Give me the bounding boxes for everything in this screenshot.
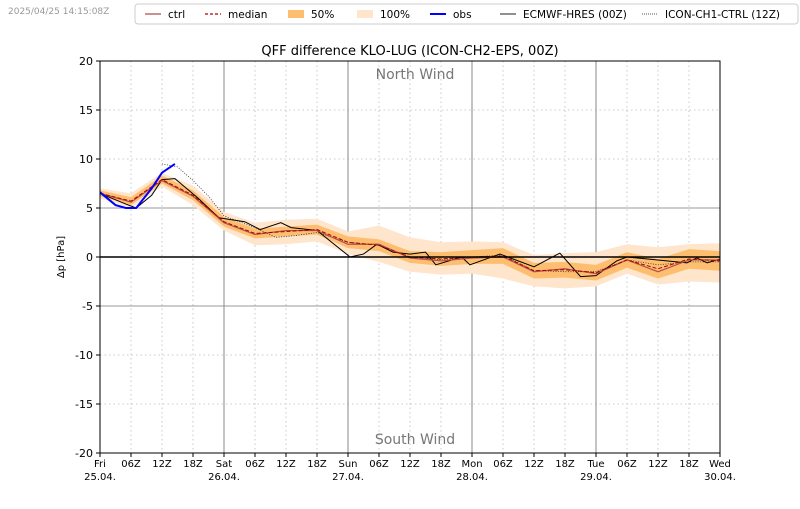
series-ctrl [99,179,720,275]
legend-label-ch1: ICON-CH1-CTRL (12Z) [665,9,780,21]
x-day-label: Mon [461,459,482,470]
y-tick-label: -10 [75,349,93,362]
y-axis-label: Δp [hPa] [56,236,67,278]
x-date-label: 26.04. [208,472,240,483]
x-hour-label: 06Z [369,459,389,470]
x-date-label: 30.04. [704,472,736,483]
y-tick-label: 15 [79,104,93,117]
x-date-label: 27.04. [332,472,364,483]
x-hour-label: 18Z [431,459,451,470]
x-hour-label: 12Z [152,459,172,470]
x-hour-label: 06Z [121,459,141,470]
x-day-label: Fri [94,459,106,470]
band-50pct [100,175,720,281]
x-hour-label: 06Z [245,459,265,470]
legend-swatch-p100 [357,10,373,18]
y-tick-label: 5 [86,202,93,215]
y-tick-label: 20 [79,55,93,68]
x-date-label: 25.04. [84,472,116,483]
x-hour-label: 06Z [493,459,513,470]
x-day-label: Wed [709,459,731,470]
legend-label-ecmwf: ECMWF-HRES (00Z) [523,9,627,21]
x-day-label: Tue [586,459,604,470]
x-hour-label: 18Z [679,459,699,470]
x-hour-label: 12Z [400,459,420,470]
legend-label-p50: 50% [311,9,334,21]
legend: ctrl median 50% 100% obs ECMWF-HRES (00Z) ICON… [134,3,799,25]
x-hour-label: 18Z [555,459,575,470]
x-hour-label: 18Z [307,459,327,470]
legend-swatch-p50 [288,10,304,18]
y-tick-label: -5 [82,300,93,313]
legend-label-obs: obs [453,9,472,21]
legend-label-ctrl: ctrl [168,9,185,21]
y-tick-label: -20 [75,447,93,460]
x-hour-label: 12Z [648,459,668,470]
plot-frame [99,60,721,454]
series-obs [99,163,176,209]
x-hour-label: 12Z [276,459,296,470]
series-ecmwf-hres [99,178,721,278]
chart-title: QFF difference KLO-LUG (ICON-CH2-EPS, 00… [261,44,558,59]
y-tick-label: -15 [75,398,93,411]
x-hour-label: 18Z [183,459,203,470]
x-date-label: 28.04. [456,472,488,483]
y-tick-label: 10 [79,153,93,166]
band-100pct [100,172,720,289]
timestamp: 2025/04/25 14:15:08Z [8,7,110,17]
legend-label-median: median [228,9,267,21]
legend-label-p100: 100% [380,9,410,21]
x-hour-label: 06Z [617,459,637,470]
annotation-north-wind: North Wind [376,67,455,83]
legend-box [134,3,799,25]
x-date-label: 29.04. [580,472,612,483]
x-hour-label: 12Z [524,459,544,470]
x-day-label: Sat [216,459,232,470]
annotation-south-wind: South Wind [375,432,455,448]
x-day-label: Sun [338,459,357,470]
y-tick-label: 0 [86,251,93,264]
